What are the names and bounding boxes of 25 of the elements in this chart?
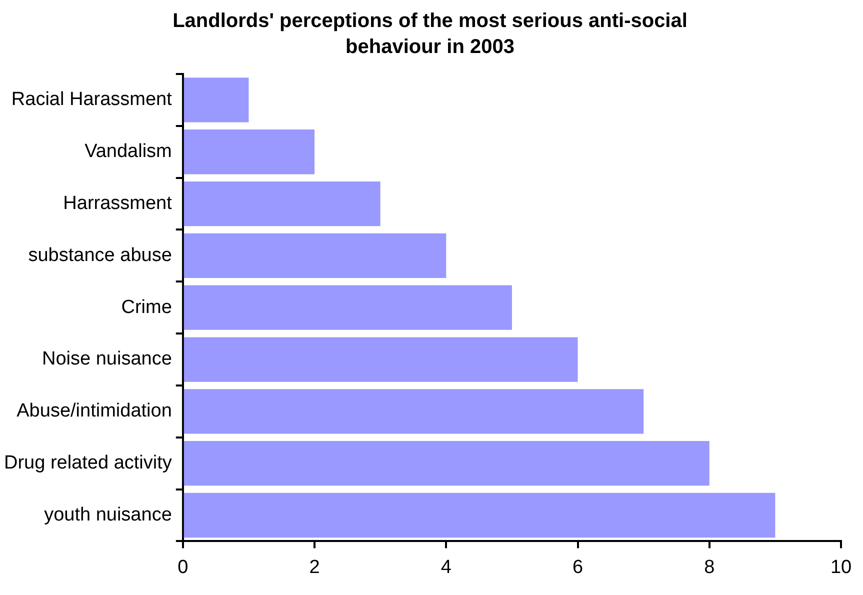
bar (184, 285, 512, 330)
y-tick-label: Vandalism (84, 141, 172, 162)
bar (184, 389, 644, 434)
y-tick-label: youth nuisance (44, 504, 172, 526)
y-tick-label: substance abuse (28, 244, 172, 266)
bar (184, 441, 710, 486)
y-tick-label: Noise nuisance (42, 348, 172, 370)
x-tick-label: 4 (440, 556, 452, 578)
bar (184, 492, 776, 538)
x-tick-label: 6 (572, 556, 584, 578)
y-tick-label: Harrassment (63, 193, 173, 214)
bar (184, 233, 446, 278)
bar (184, 337, 578, 382)
y-tick-label: Racial Harassment (11, 89, 173, 110)
y-tick-label: Drug related activity (4, 452, 172, 474)
x-tick-label: 8 (704, 556, 715, 578)
x-tick-label: 0 (178, 556, 188, 578)
bar (184, 181, 380, 226)
bar (184, 78, 249, 122)
y-tick-label: Abuse/intimidation (16, 400, 172, 422)
y-tick-label: Crime (121, 296, 172, 318)
x-tick-label: 2 (309, 556, 320, 578)
bar (184, 130, 315, 174)
chart-title: Landlords' perceptions of the most serious anti-social behaviour in 2003 (172, 9, 688, 60)
x-tick-label: 10 (830, 556, 852, 578)
